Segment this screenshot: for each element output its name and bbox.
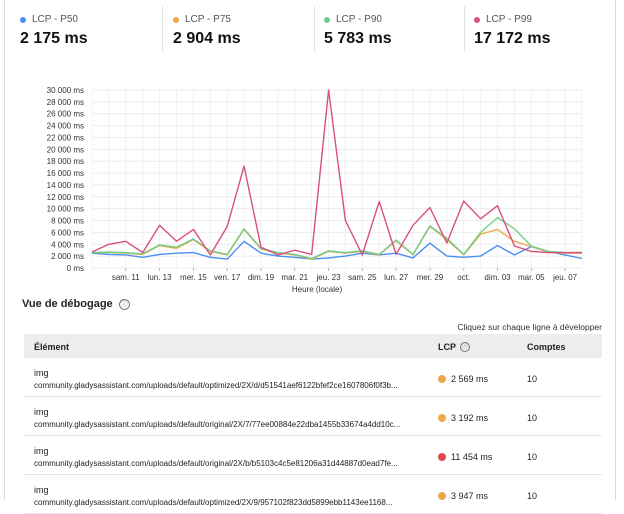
lcp-cell: 3 947 ms bbox=[438, 491, 488, 501]
info-icon[interactable]: ⓘ bbox=[118, 298, 130, 310]
lcp-line-chart: 0 ms 2 000 ms 4 000 ms 6 000 ms 8 000 ms 10 0… bbox=[47, 86, 583, 294]
col-lcp: LCP ⓘ bbox=[438, 342, 470, 352]
y-tick-label: 22 000 ms bbox=[47, 133, 84, 142]
x-tick-label: mer. 15 bbox=[180, 273, 207, 282]
x-tick-label: lun. 13 bbox=[148, 273, 173, 282]
stat-label: LCP - P99 bbox=[486, 14, 532, 25]
status-dot-icon bbox=[438, 453, 446, 461]
element-type: img bbox=[34, 446, 49, 456]
x-tick-label: jeu. 23 bbox=[316, 273, 342, 282]
x-tick-label: mar. 21 bbox=[281, 273, 308, 282]
y-tick-label: 26 000 ms bbox=[47, 110, 84, 119]
debug-table: Élément LCP ⓘ Comptes img community.glady… bbox=[24, 334, 602, 514]
x-tick-label: mar. 05 bbox=[518, 273, 545, 282]
x-tick-label: oct. bbox=[457, 273, 470, 282]
x-tick-label: sam. 11 bbox=[112, 273, 140, 282]
lcp-value: 11 454 ms bbox=[451, 452, 493, 462]
p99-dot-icon bbox=[474, 16, 480, 23]
stat-value: 5 783 ms bbox=[324, 30, 392, 47]
status-dot-icon bbox=[438, 492, 446, 500]
debug-title-text: Vue de débogage bbox=[22, 298, 113, 310]
table-row[interactable]: img community.gladysassistant.com/uploads… bbox=[24, 397, 602, 436]
stat-value: 2 175 ms bbox=[20, 30, 88, 47]
lcp-cell: 3 192 ms bbox=[438, 413, 488, 423]
element-type: img bbox=[34, 407, 49, 417]
p90-dot-icon bbox=[324, 16, 330, 23]
y-tick-label: 28 000 ms bbox=[47, 98, 84, 107]
element-url: community.gladysassistant.com/uploads/de… bbox=[34, 420, 401, 429]
col-count: Comptes bbox=[527, 342, 566, 352]
series-line-lcp-p50 bbox=[91, 240, 583, 260]
debug-section-title: Vue de débogage ⓘ bbox=[22, 298, 130, 310]
stat-label: LCP - P90 bbox=[336, 14, 382, 25]
col-lcp-label: LCP bbox=[438, 342, 456, 352]
divider bbox=[464, 6, 465, 52]
element-url: community.gladysassistant.com/uploads/de… bbox=[34, 381, 398, 390]
divider bbox=[314, 6, 315, 52]
p75-dot-icon bbox=[173, 16, 179, 23]
series-line-lcp-p90 bbox=[91, 216, 582, 260]
x-tick-label: dim. 19 bbox=[248, 273, 275, 282]
y-tick-label: 2 000 ms bbox=[51, 252, 84, 261]
element-url: community.gladysassistant.com/uploads/de… bbox=[34, 498, 393, 507]
x-tick-label: mer. 29 bbox=[417, 273, 444, 282]
x-axis-label: Heure (locale) bbox=[292, 285, 343, 294]
lcp-value: 3 947 ms bbox=[451, 491, 489, 501]
count-value: 10 bbox=[527, 491, 538, 501]
stats-bar: LCP - P50 2 175 ms LCP - P75 2 904 ms LC… bbox=[10, 0, 610, 58]
lcp-value: 3 192 ms bbox=[451, 413, 489, 423]
p50-dot-icon bbox=[20, 16, 26, 23]
stat-value: 17 172 ms bbox=[474, 30, 551, 47]
element-type: img bbox=[34, 368, 49, 378]
element-type: img bbox=[34, 485, 49, 495]
x-tick-label: jeu. 07 bbox=[552, 273, 578, 282]
col-element: Élément bbox=[34, 342, 70, 352]
page-frame bbox=[4, 0, 616, 500]
y-tick-label: 10 000 ms bbox=[47, 205, 84, 214]
count-value: 10 bbox=[527, 452, 538, 462]
divider bbox=[162, 6, 163, 52]
y-tick-label: 4 000 ms bbox=[51, 240, 84, 249]
y-tick-label: 8 000 ms bbox=[51, 217, 84, 226]
lcp-cell: 11 454 ms bbox=[438, 452, 492, 462]
y-tick-label: 6 000 ms bbox=[51, 228, 84, 237]
count-value: 10 bbox=[527, 413, 538, 423]
y-tick-label: 14 000 ms bbox=[47, 181, 84, 190]
lcp-value: 2 569 ms bbox=[451, 374, 489, 384]
lcp-info-icon[interactable]: ⓘ bbox=[460, 342, 470, 352]
series-line-lcp-p99 bbox=[91, 89, 582, 256]
x-tick-label: ven. 17 bbox=[214, 273, 241, 282]
y-tick-label: 12 000 ms bbox=[47, 193, 84, 202]
y-tick-label: 24 000 ms bbox=[47, 122, 84, 131]
y-tick-label: 30 000 ms bbox=[47, 86, 84, 95]
y-tick-label: 18 000 ms bbox=[47, 157, 84, 166]
x-tick-label: lun. 27 bbox=[384, 273, 409, 282]
table-header: Élément LCP ⓘ Comptes bbox=[24, 334, 602, 358]
stat-label: LCP - P50 bbox=[32, 14, 78, 25]
table-body: img community.gladysassistant.com/uploads… bbox=[24, 358, 602, 514]
table-row[interactable]: img community.gladysassistant.com/uploads… bbox=[24, 436, 602, 475]
y-tick-label: 0 ms bbox=[67, 264, 84, 273]
stat-label: LCP - P75 bbox=[185, 14, 231, 25]
table-row[interactable]: img community.gladysassistant.com/uploads… bbox=[24, 358, 602, 397]
x-tick-label: sam. 25 bbox=[348, 273, 377, 282]
stat-value: 2 904 ms bbox=[173, 30, 241, 47]
y-tick-label: 16 000 ms bbox=[47, 169, 84, 178]
table-row[interactable]: img community.gladysassistant.com/uploads… bbox=[24, 475, 602, 514]
lcp-cell: 2 569 ms bbox=[438, 374, 488, 384]
status-dot-icon bbox=[438, 375, 446, 383]
y-tick-label: 20 000 ms bbox=[47, 145, 84, 154]
element-url: community.gladysassistant.com/uploads/de… bbox=[34, 459, 398, 468]
status-dot-icon bbox=[438, 414, 446, 422]
x-tick-label: dim. 03 bbox=[484, 273, 511, 282]
expand-hint: Cliquez sur chaque ligne à développer bbox=[457, 322, 602, 332]
count-value: 10 bbox=[527, 374, 538, 384]
